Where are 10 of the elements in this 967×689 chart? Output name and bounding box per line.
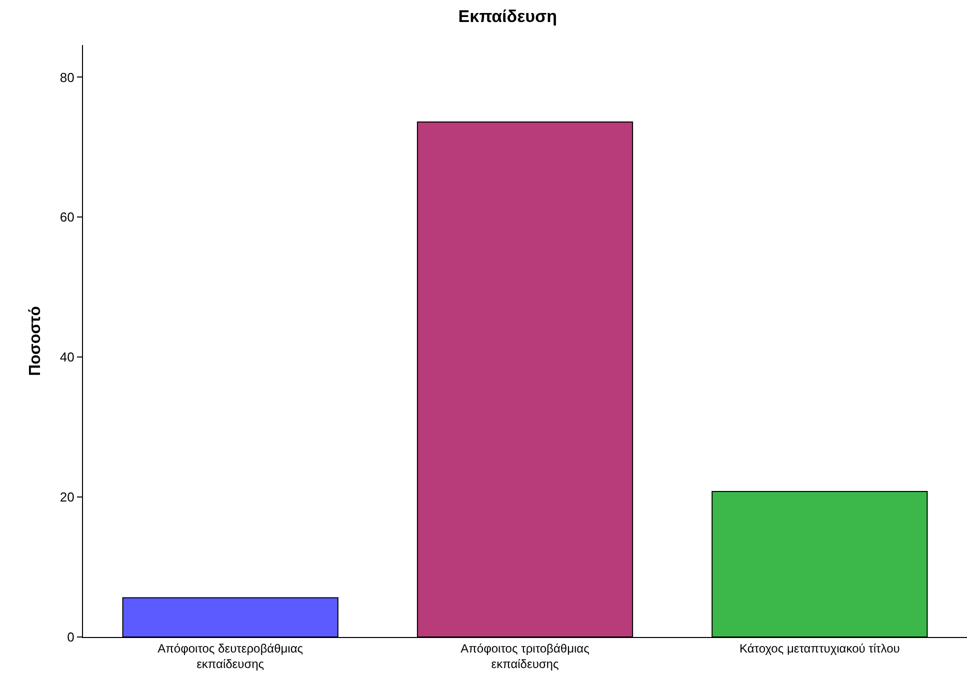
y-tick-label: 60 [60, 210, 74, 225]
x-tick-label: Απόφοιτος τριτοβάθμιας εκπαίδευσης [460, 641, 590, 671]
y-tick-label: 80 [60, 70, 74, 85]
y-tick-label: 20 [60, 490, 74, 505]
x-tick-label: Απόφοιτος δευτεροβάθμιας εκπαίδευσης [158, 641, 304, 671]
chart-title: Εκπαίδευση [458, 7, 558, 26]
x-tick-label: Κάτοχος μεταπτυχιακού τίτλου [739, 641, 900, 656]
y-axis-title: Ποσοστό [26, 306, 44, 376]
y-tick-label: 40 [60, 350, 74, 365]
y-tick-label: 0 [67, 630, 74, 645]
